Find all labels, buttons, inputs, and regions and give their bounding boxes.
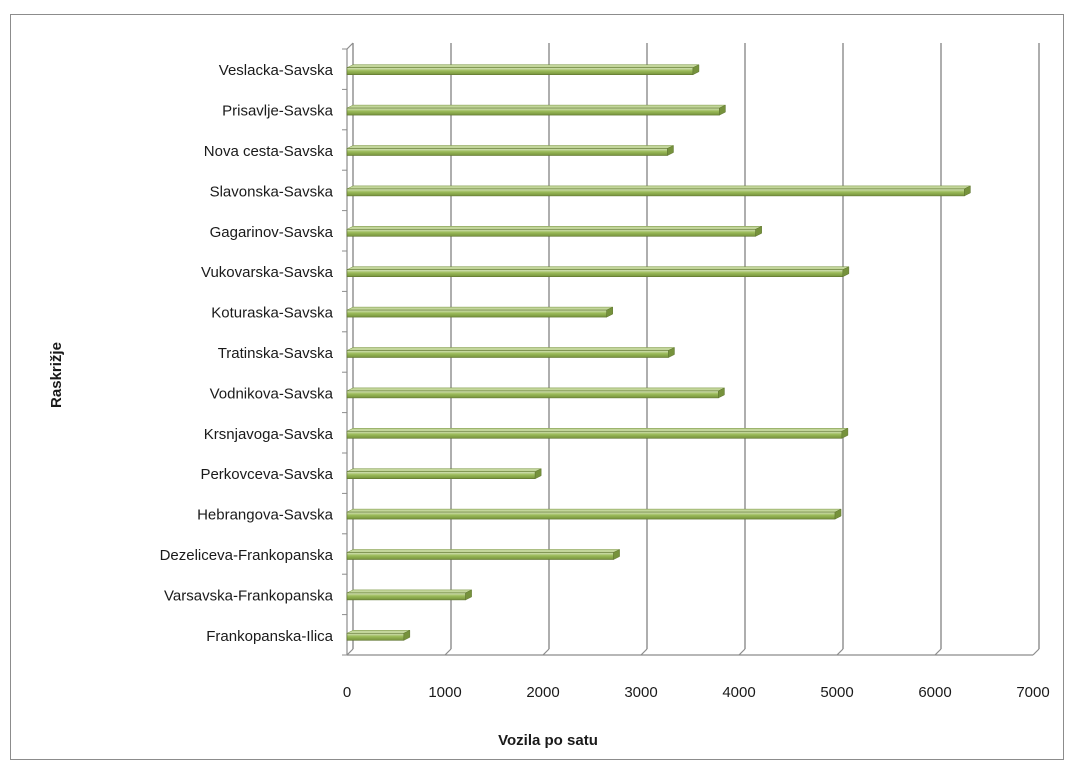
gridline-floor-2000 — [542, 648, 550, 656]
bar-8 — [346, 390, 719, 399]
bar-top-10 — [346, 468, 542, 472]
category-label-3: Slavonska-Savska — [210, 183, 334, 200]
bar-top-6 — [346, 306, 613, 311]
bar-6 — [346, 309, 608, 318]
x-tick-label-0: 0 — [343, 684, 351, 701]
x-tick-label-6000: 6000 — [918, 684, 951, 701]
bar-11 — [346, 511, 836, 520]
bar-top-7 — [346, 347, 675, 351]
bar-end-1 — [719, 104, 726, 116]
bar-4 — [346, 229, 756, 237]
labels: 0 1000 2000 3000 4000 5000 6000 7000 Veslacka-Sa… — [160, 62, 1050, 701]
bar-top-0 — [346, 64, 700, 68]
category-label-6: Koturaska-Savska — [211, 305, 333, 322]
bar-end-3 — [964, 185, 971, 197]
bar-7 — [346, 350, 669, 358]
bar-end-14 — [403, 629, 411, 641]
category-label-10: Perkovceva-Savska — [200, 466, 333, 483]
bar-end-0 — [692, 64, 700, 76]
bar-end-5 — [842, 266, 850, 278]
bar-13 — [346, 592, 466, 601]
category-label-1: Prisavlje-Savska — [222, 103, 334, 120]
y-axis-top — [346, 42, 354, 50]
x-tick-label-3000: 3000 — [624, 684, 657, 701]
bar-top-5 — [346, 266, 849, 270]
bar-end-7 — [668, 347, 675, 358]
chart-area: 0 1000 2000 3000 4000 5000 6000 7000 Veslacka-Sa… — [10, 14, 1064, 760]
bar-top-3 — [346, 185, 971, 190]
y-axis-title: Raskrižje — [48, 342, 65, 408]
bar-end-8 — [718, 387, 725, 399]
x-tick-label-5000: 5000 — [820, 684, 853, 701]
bar-1 — [346, 107, 720, 116]
bar-3 — [346, 188, 965, 197]
bar-end-13 — [465, 589, 472, 601]
category-label-5: Vukovarska-Savska — [201, 264, 334, 281]
bar-5 — [346, 269, 844, 277]
bar-0 — [346, 67, 694, 76]
bars — [346, 64, 971, 641]
gridline-floor-7000 — [1032, 648, 1040, 656]
bar-10 — [346, 471, 536, 480]
bar-top-13 — [346, 589, 472, 594]
category-label-8: Vodnikova-Savska — [210, 385, 334, 402]
gridline-floor-4000 — [738, 648, 746, 656]
bar-14 — [346, 632, 405, 641]
category-label-9: Krsnjavoga-Savska — [204, 426, 334, 443]
gridline-floor-1000 — [444, 648, 452, 656]
bar-top-1 — [346, 104, 726, 109]
bar-top-2 — [346, 145, 674, 149]
bar-12 — [346, 552, 614, 560]
category-label-2: Nova cesta-Savska — [204, 143, 334, 160]
x-axis-title: Vozila po satu — [498, 732, 598, 749]
category-label-13: Varsavska-Frankopanska — [164, 587, 334, 604]
bar-2 — [346, 148, 668, 156]
bar-end-10 — [534, 468, 542, 480]
category-label-12: Dezeliceva-Frankopanska — [160, 547, 334, 564]
category-label-11: Hebrangova-Savska — [197, 507, 334, 524]
bar-end-11 — [834, 508, 842, 520]
bar-9 — [346, 430, 843, 439]
gridline-floor-0 — [346, 648, 354, 656]
bar-top-8 — [346, 387, 725, 392]
bar-end-6 — [606, 306, 613, 318]
gridline-floor-3000 — [640, 648, 648, 656]
gridline-floor-6000 — [934, 648, 942, 656]
bar-end-2 — [667, 145, 674, 156]
x-tick-label-2000: 2000 — [526, 684, 559, 701]
bar-top-12 — [346, 549, 620, 553]
bar-end-12 — [613, 549, 620, 560]
bar-end-9 — [841, 427, 849, 439]
x-tick-label-4000: 4000 — [722, 684, 755, 701]
x-tick-label-1000: 1000 — [428, 684, 461, 701]
bar-end-4 — [755, 225, 762, 237]
category-label-4: Gagarinov-Savska — [210, 224, 334, 241]
bar-top-11 — [346, 508, 842, 513]
category-label-14: Frankopanska-Ilica — [206, 628, 333, 645]
category-label-0: Veslacka-Savska — [219, 62, 334, 79]
category-label-7: Tratinska-Savska — [218, 345, 334, 362]
bar-chart: 0 1000 2000 3000 4000 5000 6000 7000 Veslacka-Sa… — [48, 42, 1050, 749]
gridlines — [346, 43, 1040, 656]
x-tick-label-7000: 7000 — [1016, 684, 1049, 701]
gridline-floor-5000 — [836, 648, 844, 656]
bar-top-14 — [346, 630, 410, 634]
bar-top-9 — [346, 428, 849, 432]
bar-top-4 — [346, 226, 762, 230]
